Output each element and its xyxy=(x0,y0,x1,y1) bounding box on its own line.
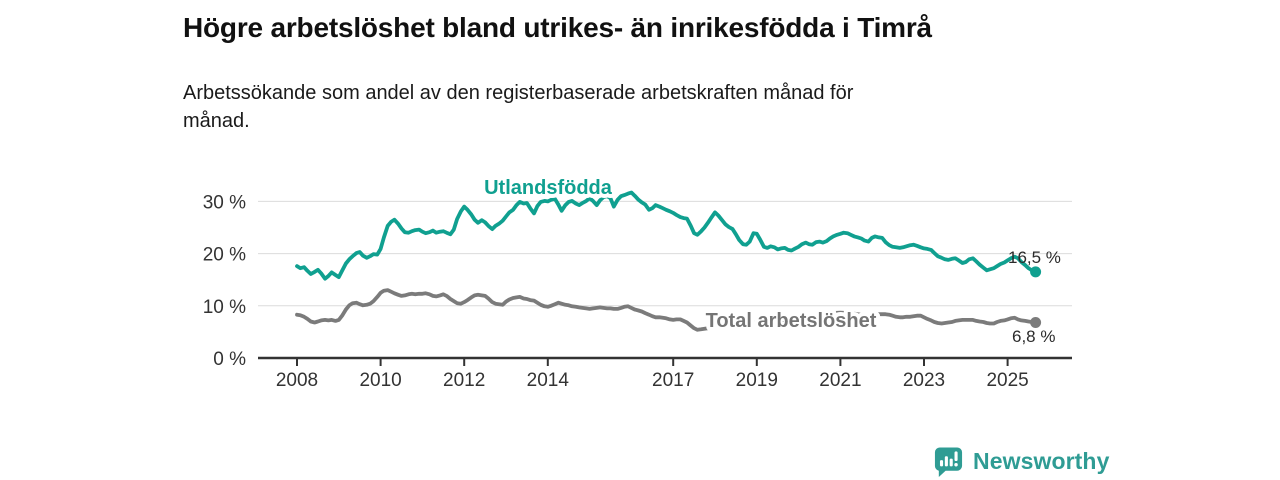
y-tick-label-20: 20 % xyxy=(203,245,246,266)
series-end-dot-total-arbetsl-shet xyxy=(1030,317,1042,328)
series-label-utlandsf-dda: Utlandsfödda xyxy=(484,177,613,199)
bar-chart-speech-bubble-icon xyxy=(934,446,963,477)
chart-subtitle: Arbetssökande som andel av den registerb… xyxy=(183,79,853,135)
x-tick-label-2025: 2025 xyxy=(986,370,1028,391)
brand-footer: Newsworthy xyxy=(933,446,1109,477)
series-label-total-arbetsl-shet: Total arbetslöshet xyxy=(706,310,877,332)
brand-name: Newsworthy xyxy=(973,448,1110,474)
y-tick-label-0: 0 % xyxy=(213,349,246,370)
x-tick-label-2019: 2019 xyxy=(736,370,778,391)
y-tick-label-30: 30 % xyxy=(203,192,246,213)
series-label-halo-utlandsf-dda: Utlandsfödda xyxy=(484,177,613,199)
series-end-label-total-arbetsl-shet: 6,8 % xyxy=(1012,327,1055,346)
series-line-utlandsf-dda xyxy=(295,190,1038,281)
subtitle-line-1: Arbetssökande som andel av den registerb… xyxy=(183,82,854,104)
x-tick-label-2012: 2012 xyxy=(443,370,485,391)
series-line-total-arbetsl-shet xyxy=(295,288,1038,332)
x-tick-label-2010: 2010 xyxy=(359,370,401,391)
x-tick-label-2021: 2021 xyxy=(819,370,861,391)
x-tick-label-2008: 2008 xyxy=(276,370,318,391)
x-tick-label-2023: 2023 xyxy=(903,370,945,391)
series-label-halo-total-arbetsl-shet: Total arbetslöshet xyxy=(706,310,877,332)
subtitle-line-2: månad. xyxy=(183,110,250,132)
x-tick-label-2017: 2017 xyxy=(652,370,694,391)
chart-title: Högre arbetslöshet bland utrikes- än inr… xyxy=(183,12,932,43)
series-end-label-utlandsf-dda: 16,5 % xyxy=(1008,248,1061,267)
y-tick-label-10: 10 % xyxy=(203,297,246,318)
x-tick-label-2014: 2014 xyxy=(527,370,570,391)
series-end-dot-utlandsf-dda xyxy=(1030,266,1042,278)
